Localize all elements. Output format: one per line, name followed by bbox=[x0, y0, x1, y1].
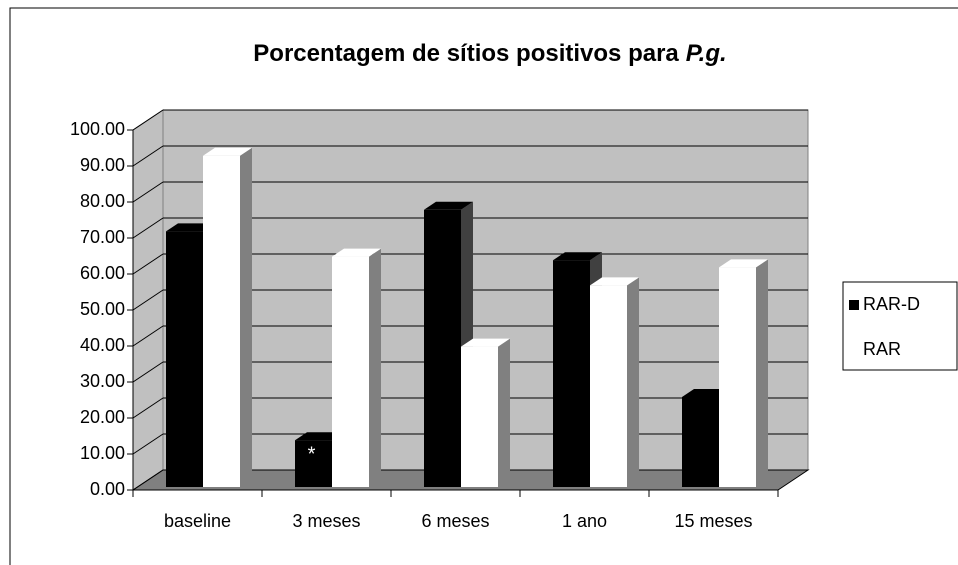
grid-line-side bbox=[132, 469, 164, 491]
bar-front bbox=[332, 256, 369, 487]
bar bbox=[203, 147, 252, 488]
bar-side bbox=[369, 248, 381, 487]
bar-top bbox=[461, 338, 510, 347]
bar-top bbox=[203, 147, 252, 156]
bar-top bbox=[682, 389, 731, 397]
grid-line-side bbox=[132, 109, 164, 131]
bar-top bbox=[166, 223, 215, 232]
bar-front bbox=[590, 285, 627, 487]
legend-swatch bbox=[849, 345, 859, 355]
bar-front bbox=[719, 267, 756, 487]
y-tick-label: 0.00 bbox=[90, 479, 125, 499]
y-tick-label: 10.00 bbox=[80, 443, 125, 463]
grid-line-side bbox=[132, 325, 164, 347]
bar-top bbox=[553, 252, 602, 261]
legend-swatch bbox=[849, 300, 859, 310]
x-tick-label: 6 meses bbox=[421, 511, 489, 531]
y-tick-label: 70.00 bbox=[80, 227, 125, 247]
annotation: * bbox=[308, 443, 316, 465]
bar bbox=[461, 338, 510, 487]
x-tick-label: 3 meses bbox=[292, 511, 360, 531]
title-text: Porcentagem de sítios positivos para bbox=[253, 40, 679, 67]
x-tick-label: baseline bbox=[164, 511, 231, 531]
bar-top bbox=[332, 248, 381, 257]
bar-front bbox=[424, 209, 461, 488]
grid-line-side bbox=[132, 253, 164, 275]
y-tick-label: 100.00 bbox=[70, 119, 125, 139]
bar-front bbox=[166, 231, 203, 487]
legend-box bbox=[842, 281, 958, 371]
grid-line-side bbox=[132, 361, 164, 383]
bar-side bbox=[756, 259, 768, 487]
bar-side bbox=[498, 338, 510, 487]
bar bbox=[590, 277, 639, 487]
y-tick-label: 80.00 bbox=[80, 191, 125, 211]
grid-line-side bbox=[132, 397, 164, 419]
grid-line-side bbox=[132, 433, 164, 455]
bar-top bbox=[719, 259, 768, 268]
grid-line-side bbox=[132, 217, 164, 239]
grid-line-side bbox=[132, 145, 164, 167]
bar-front bbox=[203, 155, 240, 488]
y-tick-label: 50.00 bbox=[80, 299, 125, 319]
grid-line-side bbox=[132, 181, 164, 203]
y-tick-label: 30.00 bbox=[80, 371, 125, 391]
y-tick-label: 60.00 bbox=[80, 263, 125, 283]
y-tick-label: 40.00 bbox=[80, 335, 125, 355]
x-tick-label: 15 meses bbox=[674, 511, 752, 531]
bar bbox=[719, 259, 768, 487]
bar-top bbox=[424, 201, 473, 210]
legend-label: RAR-D bbox=[863, 294, 920, 314]
chart-title: Porcentagem de sítios positivos para P.g. bbox=[253, 40, 726, 67]
bar-front bbox=[461, 346, 498, 487]
chart-border bbox=[9, 7, 958, 565]
title-italic: P.g. bbox=[686, 40, 727, 67]
bar-side bbox=[627, 277, 639, 487]
bar-front bbox=[682, 397, 719, 487]
bar-front bbox=[295, 440, 332, 487]
legend-label: RAR bbox=[863, 339, 901, 359]
y-tick-label: 90.00 bbox=[80, 155, 125, 175]
x-tick-label: 1 ano bbox=[562, 511, 607, 531]
grid-line-side bbox=[132, 289, 164, 311]
bar-side bbox=[240, 147, 252, 488]
bar-top bbox=[590, 277, 639, 286]
bar bbox=[332, 248, 381, 487]
bar-front bbox=[553, 260, 590, 487]
y-tick-label: 20.00 bbox=[80, 407, 125, 427]
bar-top bbox=[295, 432, 344, 441]
